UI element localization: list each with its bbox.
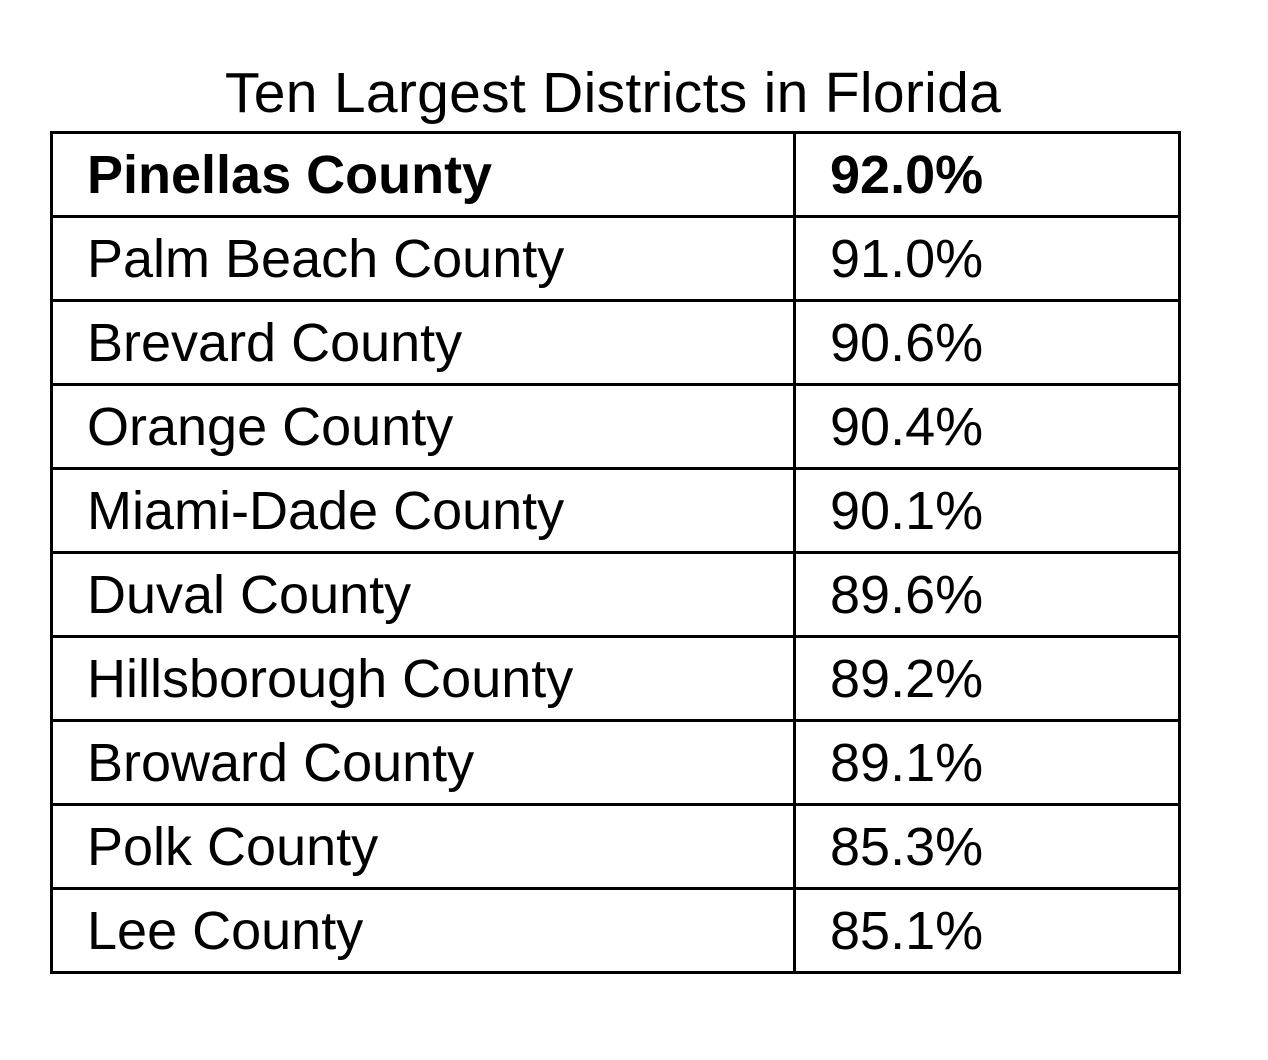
district-rate: 90.4% [793,383,1181,470]
table-row: Duval County 89.6% [50,551,1181,638]
district-name: Hillsborough County [50,635,796,722]
table-row: Pinellas County 92.0% [50,131,1181,218]
table-row: Palm Beach County 91.0% [50,215,1181,302]
district-name: Orange County [50,383,796,470]
district-name: Pinellas County [50,131,796,218]
district-rate: 90.6% [793,299,1181,386]
districts-table: Pinellas County 92.0% Palm Beach County … [50,131,1181,974]
district-rate: 92.0% [793,131,1181,218]
district-rate: 85.1% [793,887,1181,974]
district-name: Broward County [50,719,796,806]
table-row: Miami-Dade County 90.1% [50,467,1181,554]
district-rate: 90.1% [793,467,1181,554]
district-name: Miami-Dade County [50,467,796,554]
district-name: Lee County [50,887,796,974]
district-name: Palm Beach County [50,215,796,302]
district-rate: 89.1% [793,719,1181,806]
table-row: Broward County 89.1% [50,719,1181,806]
district-rate: 89.2% [793,635,1181,722]
table-row: Lee County 85.1% [50,887,1181,974]
district-name: Polk County [50,803,796,890]
table-row: Orange County 90.4% [50,383,1181,470]
district-rate: 85.3% [793,803,1181,890]
table-row: Hillsborough County 89.2% [50,635,1181,722]
district-name: Duval County [50,551,796,638]
district-rate: 89.6% [793,551,1181,638]
table-row: Brevard County 90.6% [50,299,1181,386]
district-rate: 91.0% [793,215,1181,302]
district-name: Brevard County [50,299,796,386]
table-title: Ten Largest Districts in Florida [224,61,1002,125]
table-row: Polk County 85.3% [50,803,1181,890]
